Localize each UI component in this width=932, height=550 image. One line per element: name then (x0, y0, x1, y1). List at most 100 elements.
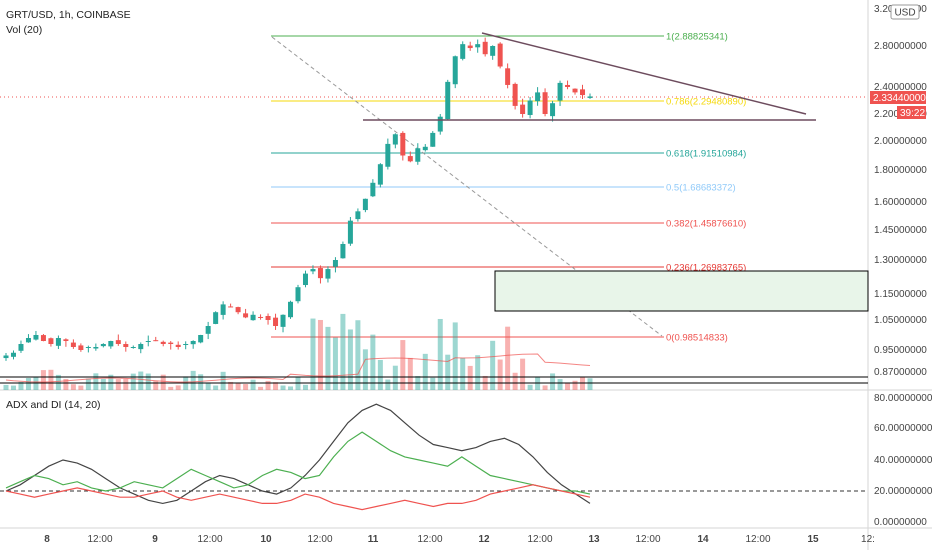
candle-body (183, 344, 189, 345)
volume-bar (385, 379, 391, 390)
price-tick-label: 2.80000000 (874, 41, 927, 52)
time-tick-label: 12:00 (417, 534, 442, 545)
volume-bar (505, 326, 511, 390)
time-axis[interactable]: 8 12:00 9 12:00 10 12:00 11 12:00 12 12:00 13 12:00… (44, 534, 875, 545)
volume-bar (3, 384, 9, 390)
price-tick-label: 1.30000000 (874, 255, 927, 266)
indicator-tick-label: 0.00000000 (874, 517, 927, 528)
candle-body (213, 312, 219, 324)
volume-bar (535, 377, 541, 390)
demand-zone-box (494, 270, 869, 312)
volume-bar (228, 381, 234, 390)
volume-bar (243, 384, 249, 390)
candle-body (415, 148, 421, 162)
candle-body (520, 104, 526, 114)
volume-bar (587, 378, 593, 390)
volume-bar (25, 378, 31, 390)
candle-body (93, 347, 99, 349)
time-tick-label: 13 (588, 534, 600, 545)
volume-bar (527, 384, 533, 390)
bar-countdown: 39:22 (900, 108, 925, 119)
candle-body (437, 116, 443, 132)
time-tick-label: 8 (44, 534, 50, 545)
volume-bar (340, 313, 346, 390)
candle-body (123, 344, 129, 347)
candle-body (370, 182, 376, 197)
volume-bar (235, 382, 241, 390)
candle-body (490, 46, 496, 56)
candle-body (168, 342, 174, 344)
volume-bar (572, 380, 578, 390)
countdown-tag (897, 106, 926, 119)
candle-body (250, 314, 256, 321)
volume-bar (325, 326, 331, 390)
volume-bar (100, 378, 106, 390)
time-tick-label: 12:00 (527, 534, 552, 545)
candle-body (407, 156, 413, 162)
volume-bar (557, 379, 563, 390)
volume-bar (138, 371, 144, 390)
candle-body (153, 340, 159, 342)
candle-body (220, 304, 226, 315)
price-axis[interactable]: 3.200000002.800000002.400000002.20000000… (874, 4, 927, 378)
candle-body (467, 45, 473, 49)
candle-body (377, 164, 383, 185)
volume-bar (445, 354, 451, 390)
time-tick-label: 9 (152, 534, 158, 545)
fib-level-label: 0.236(1.26983765) (666, 263, 746, 274)
candle-body (340, 244, 346, 259)
candle-body (362, 198, 368, 211)
fib-level-label: 0(0.98514833) (666, 333, 728, 344)
volume-bar (55, 374, 61, 390)
time-tick-label: 12:00 (745, 534, 770, 545)
volume-bar (40, 370, 46, 390)
last-price-value: 2.33440000 (873, 93, 926, 104)
candle-body (115, 340, 121, 344)
volume-bar (63, 378, 69, 390)
currency-badge[interactable] (890, 4, 920, 20)
volume-bar (250, 379, 256, 390)
candle-body (235, 307, 241, 313)
fib-level-label: 1(2.88825341) (666, 32, 728, 43)
volume-bar (310, 318, 316, 390)
descending-trendline (481, 32, 807, 115)
candle-body (85, 347, 91, 348)
drawings[interactable] (0, 32, 869, 492)
volume-bar (542, 385, 548, 390)
candle-body (572, 88, 578, 93)
indicator-study-label: ADX and DI (14, 20) (6, 399, 101, 411)
fib-level-label: 0.5(1.68683372) (666, 183, 736, 194)
time-tick-label: 15 (807, 534, 819, 545)
candle-body (347, 220, 353, 244)
volume-bar (175, 385, 181, 390)
indicator-tick-label: 80.00000000 (874, 393, 932, 404)
volume-bar (205, 382, 211, 390)
volume-bar (160, 374, 166, 390)
candle-body (527, 100, 533, 115)
adx-line (5, 403, 591, 505)
candle-body (108, 341, 114, 347)
candle-body (557, 82, 563, 101)
candle-body (25, 338, 31, 343)
indicator-axis[interactable]: 80.00000000 60.00000000 40.00000000 20.0000… (874, 393, 932, 528)
price-tick-label: 1.45000000 (874, 225, 927, 236)
candle-body (10, 352, 16, 357)
volume-bar (48, 369, 54, 390)
price-tick-label: 0.95000000 (874, 345, 927, 356)
candle-body (302, 273, 308, 286)
volume-bar (85, 378, 91, 390)
candle-body (535, 92, 541, 102)
candle-body (48, 338, 54, 344)
candle-body (332, 260, 338, 267)
candle-body (542, 92, 548, 114)
volume-bar (347, 329, 353, 390)
candle-body (130, 347, 136, 348)
volume-bar (108, 374, 114, 390)
candle-body (497, 43, 503, 67)
candle-body (243, 313, 249, 318)
candle-body (228, 306, 234, 308)
time-tick-label: 10 (260, 534, 272, 545)
volume-bar (475, 355, 481, 390)
candle-body (78, 345, 84, 350)
